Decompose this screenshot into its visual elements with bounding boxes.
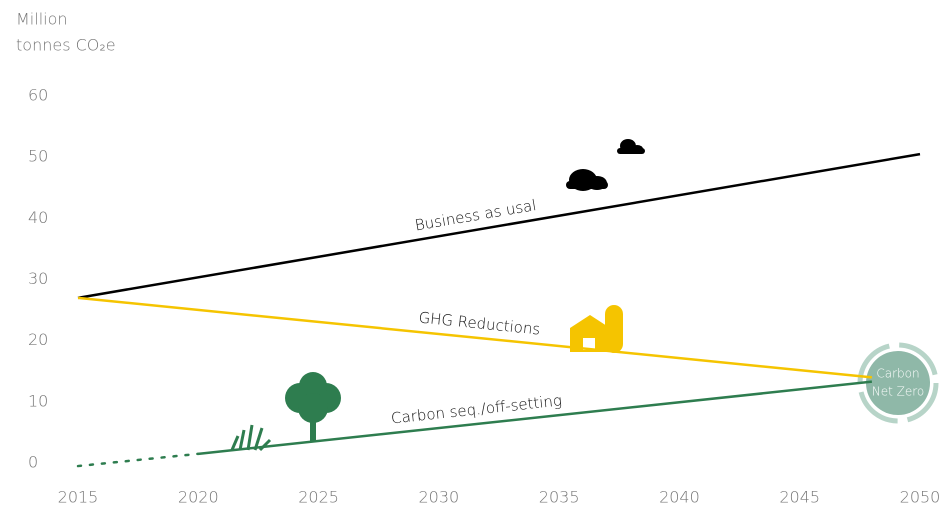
y-axis-label: tonnes CO₂e: [16, 36, 116, 55]
x-tick-label: 2020: [178, 488, 219, 507]
y-tick-label: 10: [28, 391, 48, 410]
x-tick-label: 2030: [418, 488, 459, 507]
y-tick-label: 20: [28, 330, 48, 349]
y-tick-label: 30: [28, 269, 48, 288]
x-tick-label: 2015: [58, 488, 99, 507]
x-tick-label: 2045: [779, 488, 820, 507]
x-tick-label: 2050: [900, 488, 940, 507]
series-line: [76, 452, 200, 468]
y-tick-label: 60: [28, 86, 48, 105]
annotation: Net Zero: [872, 385, 925, 399]
y-tick-label: 40: [28, 208, 48, 227]
x-tick-label: 2025: [298, 488, 339, 507]
series-line: [77, 152, 921, 300]
grass-icon: [230, 424, 272, 452]
x-tick-label: 2035: [539, 488, 580, 507]
y-tick-label: 0: [28, 453, 38, 472]
cloud-icon: [566, 139, 645, 191]
x-tick-label: 2040: [659, 488, 700, 507]
net-zero-badge: Carbon Net Zero: [857, 342, 939, 424]
series-line: [198, 380, 873, 456]
annotation: Carbon: [876, 367, 919, 381]
y-axis-label: Million: [16, 10, 68, 29]
tree-icon: [285, 372, 341, 442]
y-tick-label: 50: [28, 147, 48, 166]
series-label: Carbon seq./off-setting: [390, 391, 563, 427]
barn-icon: [570, 305, 623, 353]
series-line: [77, 296, 873, 379]
